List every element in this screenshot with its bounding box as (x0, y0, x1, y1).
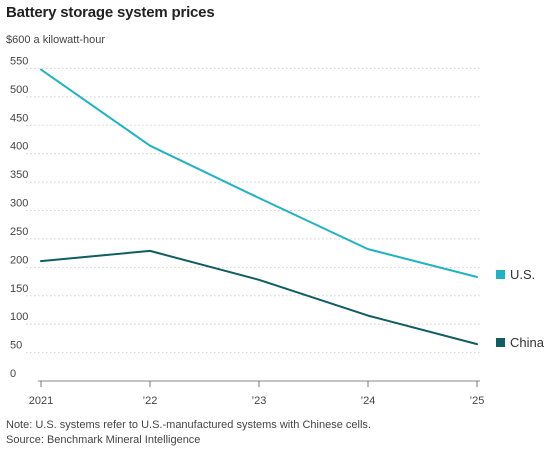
y-tick-label: 0 (10, 368, 16, 380)
y-tick-label: 550 (10, 55, 28, 67)
series-line-u-s (40, 68, 478, 278)
legend-swatch (496, 270, 505, 279)
y-unit-label: $600 a kilowatt-hour (6, 34, 105, 46)
x-tick-label: ’25 (470, 395, 485, 407)
legend-label: U.S. (510, 267, 535, 282)
x-axis-ticks: 2021 ’22 ’23 ’24 ’25 (29, 381, 485, 407)
y-tick-label: 250 (10, 226, 28, 238)
chart-title: Battery storage system prices (6, 4, 215, 21)
y-tick-label: 100 (10, 311, 28, 323)
gridlines (26, 67, 480, 382)
y-tick-label: 350 (10, 169, 28, 181)
series-line-china (40, 249, 478, 346)
y-tick-label: 500 (10, 84, 28, 96)
y-tick-label: 400 (10, 141, 28, 153)
legend-label: China (510, 335, 545, 350)
y-tick-label: 300 (10, 198, 28, 210)
footer-notes: Note: U.S. systems refer to U.S.-manufac… (6, 418, 371, 448)
y-tick-label: 200 (10, 254, 28, 266)
x-tick-label: ’22 (143, 395, 158, 407)
footnote: Note: U.S. systems refer to U.S.-manufac… (6, 419, 371, 431)
x-tick-label: ’24 (361, 395, 376, 407)
y-tick-label: 450 (10, 112, 28, 124)
series-lines (40, 68, 478, 346)
source-note: Source: Benchmark Mineral Intelligence (6, 434, 201, 446)
y-tick-label: 150 (10, 283, 28, 295)
x-tick-label: ’23 (252, 395, 267, 407)
y-axis-ticks: 0 50 100 150 200 250 300 350 400 450 500 550 $600 a … (6, 34, 105, 380)
y-tick-label: 50 (10, 340, 22, 352)
x-tick-label: 2021 (29, 395, 53, 407)
legend-swatch (496, 338, 505, 347)
legend: U.S. China (496, 267, 545, 350)
